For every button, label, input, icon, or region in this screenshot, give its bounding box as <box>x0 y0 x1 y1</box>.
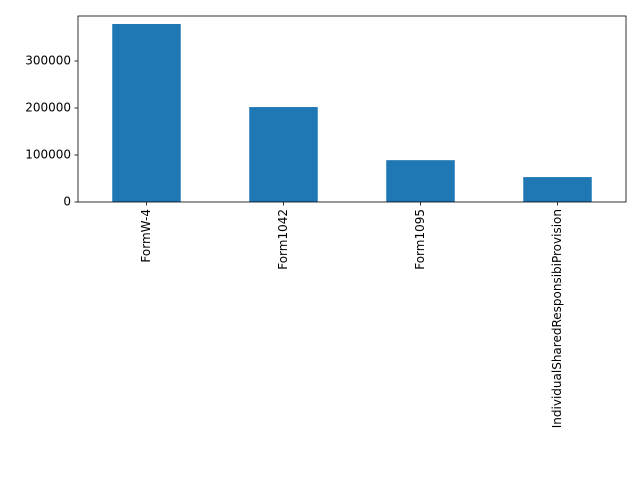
bar <box>386 160 455 202</box>
x-tick-label: Form1042 <box>276 209 290 270</box>
y-tick-label: 100000 <box>25 147 71 161</box>
bar <box>249 107 318 202</box>
y-tick-label: 200000 <box>25 100 71 114</box>
y-tick-label: 0 <box>63 195 71 209</box>
bar <box>523 177 592 202</box>
x-tick-label: FormW-4 <box>139 209 153 263</box>
axes-frame <box>77 15 627 203</box>
bar <box>112 23 181 202</box>
x-tick-label: IndividualSharedResponsibiProvision <box>550 209 564 428</box>
y-tick-label: 300000 <box>25 53 71 67</box>
x-tick-label: Form1095 <box>413 209 427 270</box>
